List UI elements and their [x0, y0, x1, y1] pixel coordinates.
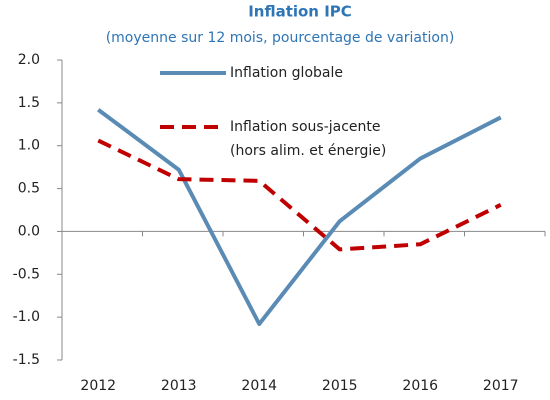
chart-subtitle: (moyenne sur 12 mois, pourcentage de var…: [106, 30, 455, 46]
y-tick-label: 0.0: [18, 223, 40, 239]
y-tick-label: -1.5: [13, 352, 40, 368]
y-tick-label: 2.0: [18, 52, 40, 68]
series-line: [97, 138, 502, 252]
x-tick-label: 2012: [80, 378, 116, 394]
x-tick-label: 2015: [322, 378, 358, 394]
y-tick-label: 1.5: [18, 95, 40, 111]
series-line: [97, 108, 502, 326]
y-tick-label: 1.0: [18, 138, 40, 154]
legend-entry: Inflation sous-jacente (hors alim. et én…: [230, 119, 387, 159]
legend-label: Inflation sous-jacente (hors alim. et én…: [230, 119, 387, 159]
legend-label: Inflation globale: [230, 65, 343, 81]
y-tick-label: -1.0: [13, 309, 40, 325]
x-tick-label: 2017: [483, 378, 519, 394]
legend-entry: Inflation globale: [230, 65, 343, 81]
chart-title: Inflation IPC: [248, 3, 352, 21]
x-tick-label: 2013: [161, 378, 197, 394]
y-tick-label: -0.5: [13, 266, 40, 282]
x-tick-label: 2014: [241, 378, 277, 394]
y-tick-label: 0.5: [18, 181, 40, 197]
x-tick-label: 2016: [402, 378, 438, 394]
